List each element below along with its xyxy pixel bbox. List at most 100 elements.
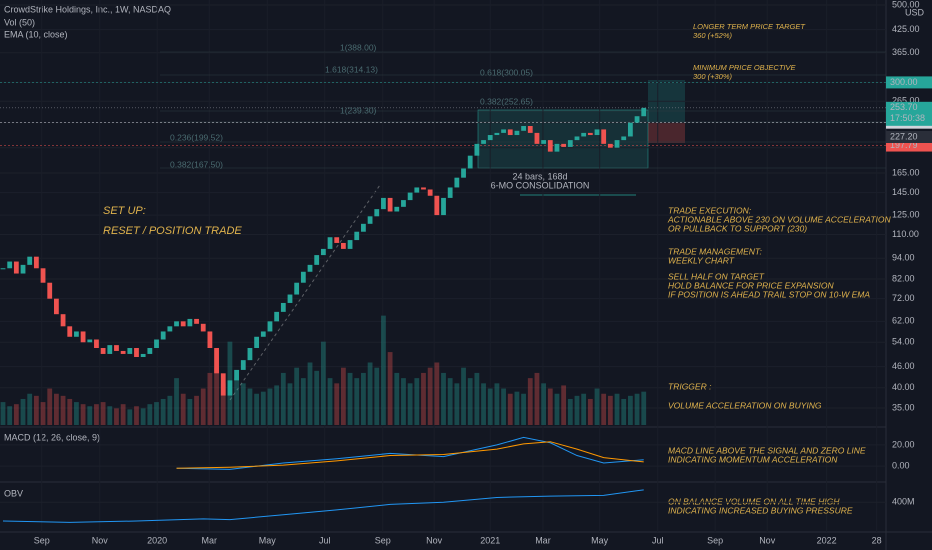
volume-bar	[607, 395, 613, 425]
ema-tag-label: 227.20	[890, 131, 918, 141]
candle-body	[401, 200, 406, 207]
annotation: OR PULLBACK TO SUPPORT (230)	[668, 223, 807, 233]
candle-body	[614, 140, 620, 148]
currency: USD	[905, 7, 925, 17]
x-tick-label: Nov	[426, 535, 443, 545]
candle-body	[381, 197, 386, 210]
countdown: 17:50:38	[890, 113, 925, 123]
candle-body	[361, 223, 366, 232]
series-line	[176, 441, 644, 469]
y-tick-label: 400M	[892, 497, 915, 507]
candle-body	[280, 302, 286, 312]
stop-box	[648, 122, 685, 143]
candle-body	[547, 140, 553, 152]
volume-bar	[247, 388, 253, 425]
annotation: ON BALANCE VOLUME ON ALL TIME HIGH	[668, 496, 840, 506]
annotation: ACTIONABLE ABOVE 230 ON VOLUME ACCELERAT…	[667, 214, 891, 224]
annotation: 1.618(314.13)	[325, 64, 378, 74]
candle-body	[7, 261, 13, 269]
candle-body	[74, 331, 79, 337]
candle-body	[587, 132, 593, 136]
volume-bar	[200, 388, 206, 425]
annotation: 0.236(199.52)	[170, 132, 223, 142]
candle-body	[120, 350, 126, 354]
candle-body	[67, 326, 73, 337]
candle-body	[47, 282, 53, 299]
candle-body	[240, 360, 246, 370]
y-tick-label: 54.00	[892, 337, 915, 347]
candle-body	[180, 321, 186, 327]
candle-body	[367, 216, 373, 224]
volume-bar	[314, 370, 320, 425]
volume-bar	[334, 383, 340, 425]
volume-bar	[627, 395, 633, 425]
volume-bar	[0, 402, 6, 425]
trend-line	[229, 184, 381, 401]
candle-body	[447, 187, 453, 198]
candle-body	[561, 143, 567, 147]
y-tick-label: 82.00	[892, 273, 915, 283]
volume-bar	[67, 398, 73, 425]
x-tick-label: 2022	[817, 535, 837, 545]
candle-body	[507, 129, 513, 136]
annotation: RESET / POSITION TRADE	[103, 225, 242, 237]
candle-body	[467, 155, 473, 169]
annotation: TRIGGER :	[668, 381, 712, 391]
volume-bar	[554, 393, 560, 425]
obv-title: OBV	[4, 488, 23, 498]
volume-bar	[461, 367, 466, 425]
volume-bar	[7, 406, 13, 425]
volume-bar	[320, 341, 326, 425]
candle-body	[534, 132, 540, 144]
volume-bar	[107, 406, 113, 425]
volume-bar	[347, 372, 353, 425]
y-tick-label: 0.00	[892, 461, 910, 471]
annotation: 24 bars, 168d	[512, 171, 567, 181]
volume-bar	[234, 378, 240, 425]
annotation: MINIMUM PRICE OBJECTIVE	[693, 63, 797, 72]
candle-body	[194, 318, 199, 324]
volume-bar	[601, 393, 607, 425]
volume-bar	[40, 402, 46, 425]
x-tick-label: 28	[872, 535, 882, 545]
volume-bar	[514, 391, 520, 425]
candle-body	[434, 195, 440, 216]
volume-bar	[94, 404, 99, 425]
volume-bar	[300, 378, 306, 425]
volume-bar	[561, 385, 567, 425]
volume-bar	[387, 352, 393, 425]
candle-body	[454, 177, 460, 188]
volume-bar	[13, 404, 19, 425]
annotation: HOLD BALANCE FOR PRICE EXPANSION	[668, 280, 834, 290]
volume-bar	[621, 398, 627, 425]
volume-bar	[481, 383, 486, 425]
x-tick-label: Sep	[707, 535, 723, 545]
x-tick-label: Mar	[201, 535, 217, 545]
volume-bar	[167, 395, 173, 425]
annotation: LONGER TERM PRICE TARGET	[693, 22, 806, 31]
annotation: 0.382(252.65)	[480, 96, 533, 106]
candle-body	[421, 187, 426, 190]
volume-bar	[120, 404, 126, 425]
candle-body	[501, 129, 506, 133]
price-tag-label: 197.79	[890, 140, 918, 150]
candle-body	[87, 339, 93, 343]
volume-bar	[634, 393, 640, 425]
x-tick-label: Sep	[375, 535, 391, 545]
y-tick-label: 35.00	[892, 402, 915, 412]
annotation: SELL HALF ON TARGET	[668, 271, 765, 281]
candle-body	[40, 268, 46, 283]
series-line	[2, 489, 644, 523]
annotation: TRADE EXECUTION:	[668, 205, 752, 215]
y-tick-label: 110.00	[892, 229, 919, 239]
candle-body	[307, 264, 313, 272]
volume-bar	[594, 388, 600, 425]
volume-bar	[494, 383, 500, 425]
volume-bar	[280, 372, 286, 425]
candle-body	[554, 143, 560, 152]
volume-bar	[207, 372, 213, 425]
candle-body	[567, 140, 573, 147]
candle-body	[154, 339, 159, 349]
volume-bar	[140, 408, 146, 425]
